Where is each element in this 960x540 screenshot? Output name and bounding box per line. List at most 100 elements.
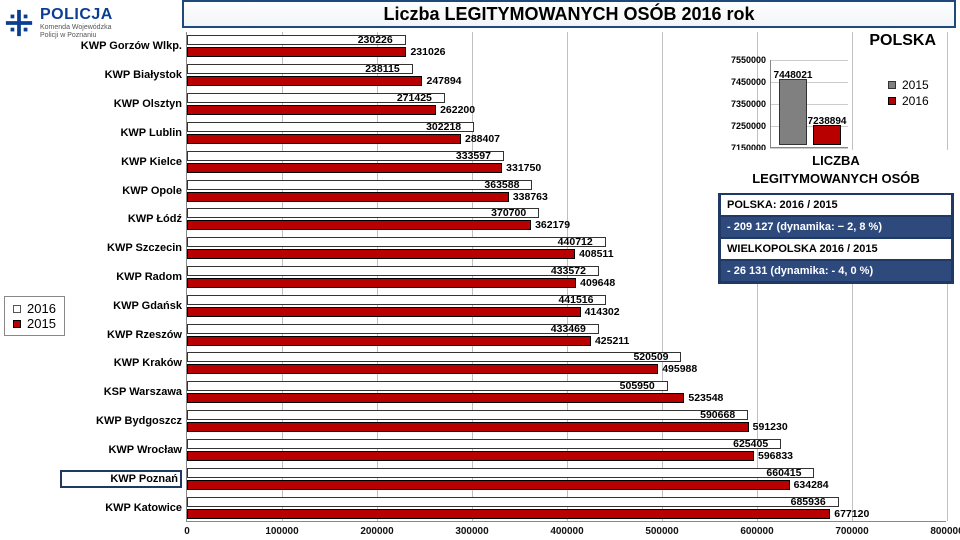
bar-2016: [187, 497, 839, 507]
bar-value-2016: 333597: [456, 150, 491, 162]
bar-2015: [187, 134, 461, 144]
bar-value-2015: 414302: [585, 306, 620, 318]
bar-2015: [187, 336, 591, 346]
bar-value-2016: 590668: [700, 409, 735, 421]
x-tick-label: 500000: [645, 526, 678, 537]
bar-value-2016: 370700: [491, 207, 526, 219]
polska-y-tick: 7350000: [718, 99, 766, 109]
x-tick-label: 400000: [550, 526, 583, 537]
bar-value-2016: 685936: [791, 496, 826, 508]
x-tick-label: 300000: [455, 526, 488, 537]
legend-swatch-2015: [13, 320, 21, 328]
bar-value-2015: 495988: [662, 363, 697, 375]
bar-value-2015: 591230: [753, 421, 788, 433]
x-tick-label: 600000: [740, 526, 773, 537]
legend-swatch-2016: [13, 305, 21, 313]
bar-value-2015: 634284: [794, 479, 829, 491]
category-label: KWP Gdańsk: [60, 300, 182, 312]
x-tick-label: 0: [184, 526, 190, 537]
category-label: KWP Wrocław: [60, 444, 182, 456]
polska-bar: [813, 125, 841, 145]
category-label: KWP Opole: [60, 185, 182, 197]
bar-value-2015: 523548: [688, 392, 723, 404]
bar-value-2016: 433572: [551, 265, 586, 277]
bar-2015: [187, 220, 531, 230]
summary-row-4: - 26 131 (dynamika: - 4, 0 %): [721, 259, 951, 281]
polska-y-tick: 7450000: [718, 77, 766, 87]
category-label: KWP Poznań: [60, 470, 182, 488]
bar-2015: [187, 364, 658, 374]
bar-2016: [187, 237, 606, 247]
bar-value-2015: 231026: [410, 46, 445, 58]
bar-value-2016: 520509: [633, 351, 668, 363]
bar-value-2015: 288407: [465, 133, 500, 145]
bar-2016: [187, 324, 599, 334]
bar-2015: [187, 278, 576, 288]
polska-swatch-2015: [888, 81, 896, 89]
logo-subtitle1: Komenda Wojewódzka: [40, 24, 113, 32]
bar-value-2016: 625405: [733, 438, 768, 450]
bar-value-2016: 660415: [766, 467, 801, 479]
category-label: KWP Szczecin: [60, 242, 182, 254]
bar-value-2016: 230226: [358, 34, 393, 46]
category-label: KWP Lublin: [60, 127, 182, 139]
bar-2016: [187, 295, 606, 305]
chart-legend: 2016 2015: [4, 296, 65, 336]
bar-2015: [187, 192, 509, 202]
summary-row-1: POLSKA: 2016 / 2015: [721, 193, 951, 215]
polska-bar: [779, 79, 807, 145]
category-label: KWP Bydgoszcz: [60, 415, 182, 427]
summary-row-3: WIELKOPOLSKA 2016 / 2015: [721, 237, 951, 259]
polska-bar-chart: 71500007250000735000074500007550000 7448…: [718, 60, 848, 150]
summary-box: LICZBA LEGITYMOWANYCH OSÓB POLSKA: 2016 …: [718, 150, 954, 284]
bar-2015: [187, 393, 684, 403]
bar-2015: [187, 307, 581, 317]
bar-2015: [187, 105, 436, 115]
summary-head-1: LICZBA: [812, 153, 860, 168]
bar-value-2015: 409648: [580, 277, 615, 289]
bar-value-2015: 338763: [513, 191, 548, 203]
polska-bar-value: 7238894: [808, 116, 847, 127]
bar-2015: [187, 422, 749, 432]
polska-y-tick: 7250000: [718, 121, 766, 131]
bar-2015: [187, 451, 754, 461]
bar-value-2016: 238115: [365, 63, 399, 75]
bar-value-2015: 331750: [506, 162, 541, 174]
category-label: KSP Warszawa: [60, 386, 182, 398]
bar-2015: [187, 47, 406, 57]
legend-label-2016: 2016: [27, 301, 56, 316]
category-label: KWP Katowice: [60, 502, 182, 514]
bar-value-2016: 433469: [551, 323, 586, 335]
bar-value-2016: 505950: [620, 380, 655, 392]
bar-2016: [187, 410, 748, 420]
summary-row-2: - 209 127 (dynamika: − 2, 8 %): [721, 215, 951, 237]
bar-2015: [187, 76, 422, 86]
category-label: KWP Białystok: [60, 69, 182, 81]
bar-2015: [187, 509, 830, 519]
bar-value-2015: 362179: [535, 219, 570, 231]
page-title: Liczba LEGITYMOWANYCH OSÓB 2016 rok: [182, 0, 956, 28]
bar-value-2016: 440712: [558, 236, 593, 248]
bar-2016: [187, 208, 539, 218]
bar-value-2016: 441516: [558, 294, 593, 306]
x-tick-label: 100000: [265, 526, 298, 537]
category-label: KWP Kraków: [60, 357, 182, 369]
bar-value-2016: 271425: [397, 92, 432, 104]
bar-value-2015: 677120: [834, 508, 869, 520]
category-label: KWP Radom: [60, 271, 182, 283]
bar-2016: [187, 439, 781, 449]
x-tick-label: 800000: [930, 526, 960, 537]
bar-value-2015: 262200: [440, 104, 475, 116]
category-label: KWP Kielce: [60, 156, 182, 168]
bar-2016: [187, 468, 814, 478]
bar-2015: [187, 163, 502, 173]
bar-2015: [187, 480, 790, 490]
polska-bar-value: 7448021: [774, 70, 813, 81]
logo-title: POLICJA: [40, 6, 113, 24]
summary-head-2: LEGITYMOWANYCH OSÓB: [752, 171, 920, 186]
polska-y-tick: 7550000: [718, 55, 766, 65]
bar-value-2016: 302218: [426, 121, 461, 133]
police-star-icon: [4, 8, 34, 38]
bar-2016: [187, 352, 681, 362]
bar-2016: [187, 180, 532, 190]
